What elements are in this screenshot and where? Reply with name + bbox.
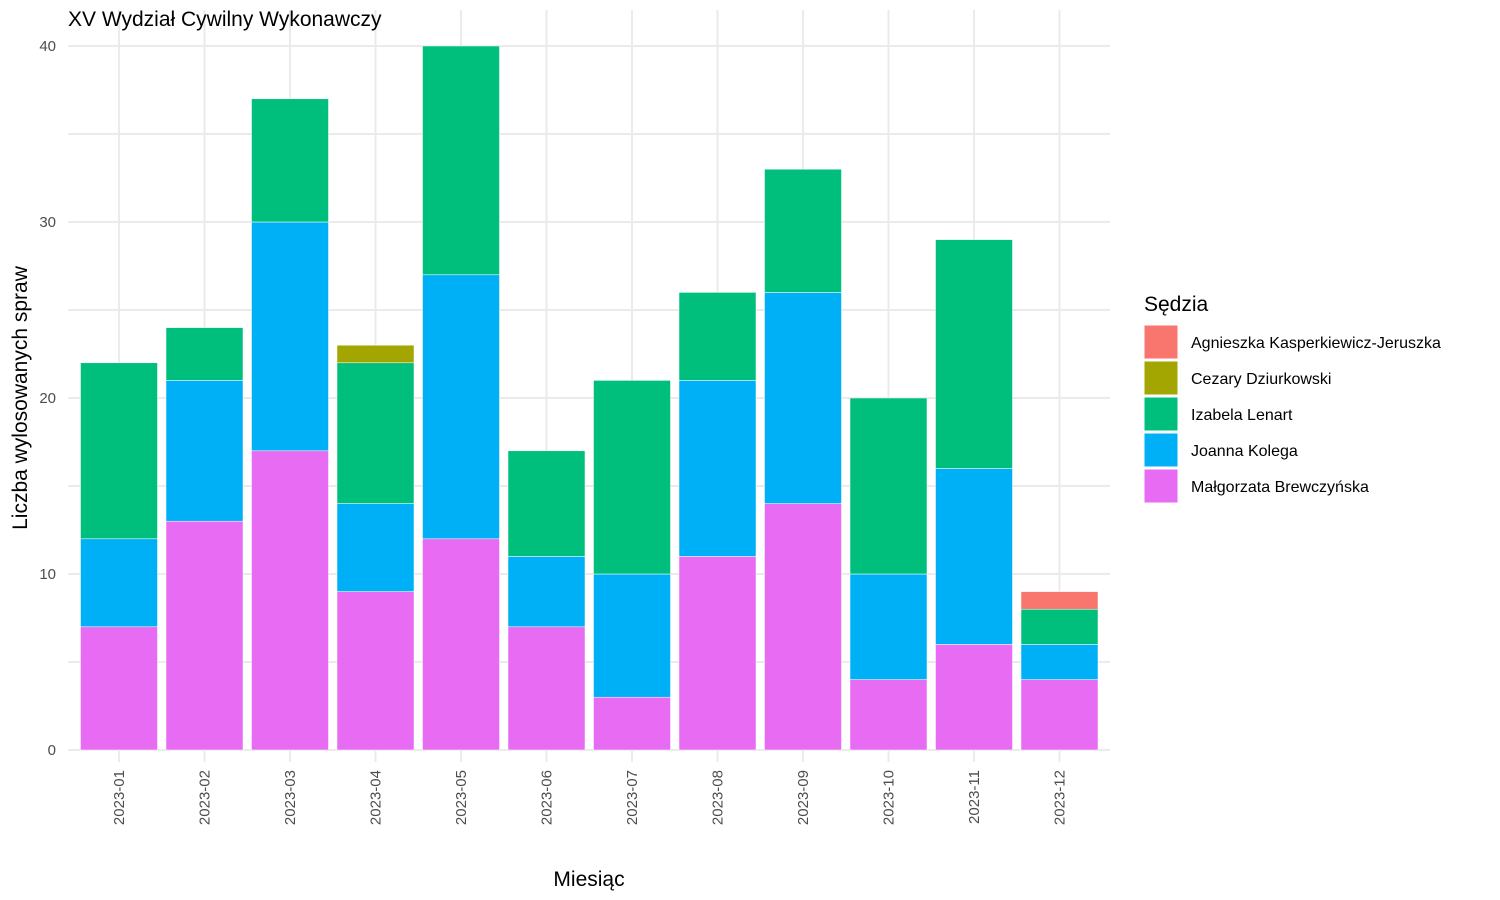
bars — [80, 45, 1099, 751]
bar-segment — [165, 520, 244, 751]
bar-segment — [849, 573, 928, 680]
bar-segment — [1020, 679, 1099, 751]
x-tick-label: 2023-01 — [111, 770, 128, 825]
bar-segment — [1020, 591, 1099, 610]
x-tick-label: 2023-11 — [966, 770, 983, 824]
legend: Sędzia Agnieszka Kasperkiewicz-Jeruszka C… — [1143, 293, 1441, 504]
x-tick-label: 2023-09 — [795, 770, 812, 825]
bar-segment — [336, 362, 415, 504]
legend-label: Cezary Dziurkowski — [1191, 371, 1331, 388]
bar-segment — [80, 538, 158, 628]
bar-segment — [935, 644, 1013, 751]
bar-segment — [80, 362, 158, 540]
bar-segment — [935, 239, 1013, 469]
bar-segment — [678, 380, 757, 557]
x-tick-label: 2023-10 — [881, 770, 898, 825]
y-tick-label: 10 — [39, 566, 56, 583]
legend-label: Joanna Kolega — [1191, 443, 1298, 460]
bar-segment — [764, 292, 842, 504]
x-tick-label: 2023-06 — [539, 770, 556, 825]
bar-segment — [336, 503, 415, 592]
bar-segment — [507, 450, 586, 557]
legend-swatch — [1143, 324, 1179, 360]
y-tick-labels: 0 10 20 30 40 — [39, 38, 56, 759]
y-tick-label: 40 — [39, 38, 56, 55]
bar-segment — [251, 450, 329, 751]
bar-segment — [678, 292, 757, 381]
legend-swatch — [1143, 360, 1179, 396]
x-tick-labels: 2023-01 2023-02 2023-03 2023-04 2023-05 2023-… — [111, 770, 1069, 825]
legend-label: Agnieszka Kasperkiewicz-Jeruszka — [1191, 335, 1441, 352]
legend-swatch — [1143, 468, 1179, 504]
legend-swatch — [1143, 432, 1179, 468]
bar-segment — [80, 626, 158, 751]
bar-segment — [935, 468, 1013, 645]
bar-segment — [593, 573, 671, 698]
x-axis-title: Miesiąc — [553, 868, 624, 891]
x-tick-label: 2023-07 — [624, 770, 641, 825]
bar-segment — [422, 45, 500, 276]
bar-segment — [251, 221, 329, 452]
y-tick-label: 20 — [39, 390, 56, 407]
legend-swatch — [1143, 396, 1179, 432]
chart-title: XV Wydział Cywilny Wykonawczy — [68, 8, 382, 31]
x-tick-label: 2023-02 — [197, 770, 214, 825]
legend-title: Sędzia — [1144, 293, 1209, 316]
bar-segment — [422, 538, 500, 751]
bar-segment — [336, 344, 415, 364]
bar-segment — [507, 556, 586, 628]
y-tick-label: 30 — [39, 214, 56, 231]
bar-segment — [849, 397, 928, 575]
bar-segment — [336, 591, 415, 751]
x-tick-label: 2023-12 — [1052, 770, 1069, 825]
legend-label: Małgorzata Brewczyńska — [1191, 479, 1369, 496]
bar-segment — [507, 626, 586, 751]
bar-segment — [593, 380, 671, 575]
x-tick-label: 2023-03 — [282, 770, 299, 825]
bar-segment — [1020, 608, 1099, 645]
bar-segment — [593, 696, 671, 751]
bar-segment — [1020, 644, 1099, 680]
bar-segment — [678, 556, 757, 751]
x-tick-label: 2023-05 — [453, 770, 470, 825]
bar-segment — [422, 274, 500, 540]
legend-label: Izabela Lenart — [1191, 407, 1293, 424]
bar-segment — [849, 679, 928, 751]
x-tick-label: 2023-04 — [368, 770, 385, 825]
bar-segment — [165, 327, 244, 381]
y-tick-label: 0 — [48, 742, 56, 759]
x-tick-label: 2023-08 — [710, 770, 727, 825]
y-axis-title: Liczba wylosowanych spraw — [9, 265, 32, 530]
bar-segment — [251, 98, 329, 223]
bar-segment — [764, 168, 842, 293]
bar-segment — [165, 380, 244, 522]
bar-segment — [764, 503, 842, 751]
